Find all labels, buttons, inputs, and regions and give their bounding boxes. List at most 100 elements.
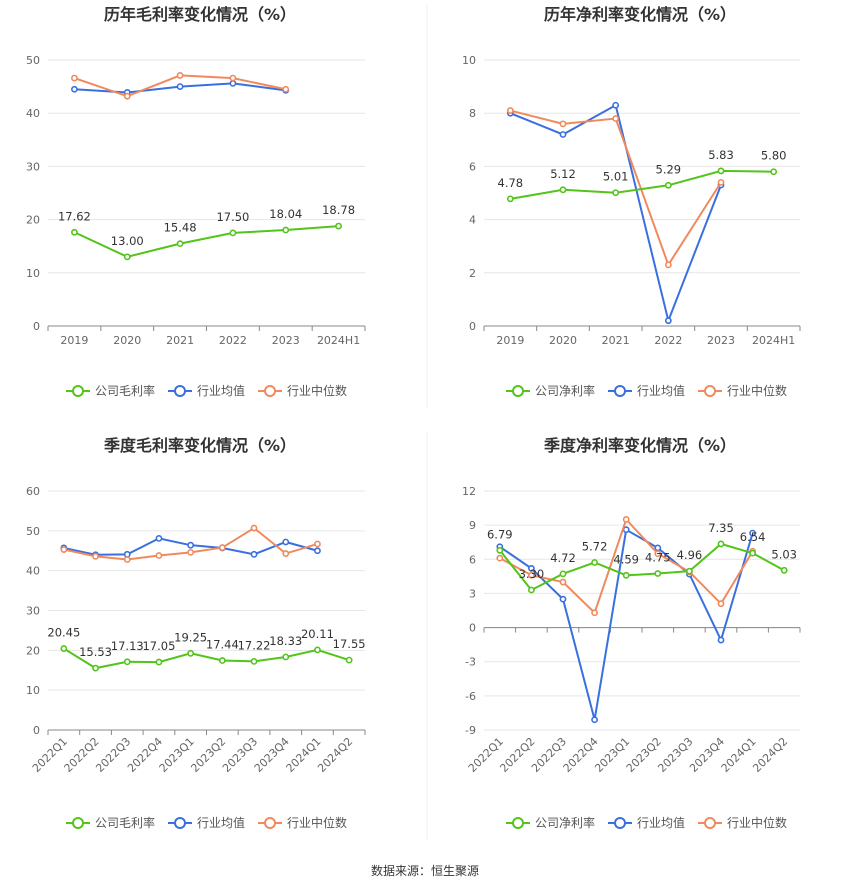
- legend-item-company[interactable]: 公司毛利率: [66, 383, 155, 398]
- data-point-company: [770, 168, 778, 176]
- legend-item-industry_avg[interactable]: 行业均值: [608, 815, 685, 830]
- legend-item-company[interactable]: 公司毛利率: [66, 815, 155, 830]
- series-line-company: [510, 169, 774, 200]
- legend-label: 公司净利率: [535, 383, 595, 398]
- chart-annual_gross: 历年毛利率变化情况（%） 0 10 20 30 40 50 2019 2020 2021 2022 2…: [26, 5, 366, 398]
- data-label: 20.11: [301, 627, 334, 641]
- x-tick-label: 2020: [549, 334, 577, 347]
- y-tick-label: 20: [26, 644, 40, 657]
- data-label: 15.53: [79, 645, 112, 659]
- data-point-industry_avg: [717, 636, 725, 644]
- legend-marker: [512, 817, 524, 829]
- data-point-industry_median: [528, 571, 535, 579]
- y-tick-label: 8: [469, 107, 476, 120]
- data-label: 4.78: [498, 176, 524, 190]
- y-tick-label: 50: [26, 54, 40, 67]
- legend-marker: [174, 385, 186, 397]
- data-point-company: [60, 645, 68, 652]
- data-point-industry_avg: [591, 716, 598, 724]
- data-label: 6.79: [487, 527, 513, 541]
- data-point-company: [622, 571, 630, 579]
- data-point-industry_median: [664, 261, 672, 269]
- data-point-industry_median: [123, 92, 131, 100]
- data-label: 5.29: [656, 162, 682, 176]
- series-line-company: [499, 542, 785, 592]
- legend-marker: [512, 385, 524, 397]
- x-tick-label: 2024Q2: [750, 735, 790, 775]
- legend-item-industry_avg[interactable]: 行业均值: [168, 383, 245, 398]
- source-text: 数据来源：恒生聚源: [371, 863, 479, 878]
- legend-item-industry_median[interactable]: 行业中位数: [258, 383, 347, 398]
- data-point-company: [506, 195, 514, 203]
- data-label: 17.55: [333, 637, 366, 651]
- data-label: 17.44: [206, 638, 239, 652]
- data-point-company: [123, 658, 131, 666]
- chart-title: 历年毛利率变化情况（%）: [104, 5, 296, 24]
- y-tick-label: 6: [469, 160, 476, 173]
- data-label: 5.72: [582, 539, 608, 553]
- legend-label: 行业均值: [197, 815, 245, 830]
- y-tick-label: -6: [465, 690, 476, 703]
- data-label: 17.50: [216, 210, 249, 224]
- data-point-industry_avg: [314, 547, 321, 555]
- legend-label: 行业中位数: [727, 383, 787, 398]
- legend-label: 行业中位数: [287, 383, 347, 398]
- data-label: 17.22: [238, 638, 271, 652]
- data-label: 13.00: [111, 234, 144, 248]
- data-point-industry_median: [250, 524, 258, 532]
- x-tick-label: 2024Q2: [315, 735, 355, 775]
- data-label: 4.96: [677, 548, 703, 562]
- x-tick-label: 2024H1: [317, 334, 360, 347]
- data-point-industry_median: [71, 74, 78, 82]
- y-tick-label: 40: [26, 107, 40, 120]
- legend-item-industry_avg[interactable]: 行业均值: [168, 815, 245, 830]
- data-label: 4.59: [613, 552, 639, 566]
- legend-label: 行业均值: [197, 383, 245, 398]
- data-point-industry_median: [559, 120, 567, 128]
- data-point-industry_median: [559, 578, 567, 586]
- x-tick-label: 2019: [496, 334, 524, 347]
- x-tick-label: 2022: [219, 334, 247, 347]
- data-point-company: [282, 653, 290, 661]
- data-label: 5.83: [708, 148, 734, 162]
- legend-marker: [72, 385, 84, 397]
- legend-label: 行业均值: [637, 815, 685, 830]
- data-point-company: [335, 222, 342, 230]
- legend-item-industry_median[interactable]: 行业中位数: [698, 383, 787, 398]
- y-tick-label: 10: [462, 54, 476, 67]
- y-tick-label: 30: [26, 160, 40, 173]
- y-tick-label: 40: [26, 565, 40, 578]
- data-point-industry_median: [282, 550, 290, 557]
- data-point-industry_median: [717, 178, 725, 186]
- data-point-industry_median: [229, 74, 237, 82]
- chart-title: 季度净利率变化情况（%）: [543, 436, 736, 455]
- y-tick-label: 3: [469, 587, 476, 600]
- data-label: 6.54: [740, 530, 766, 544]
- data-point-industry_avg: [155, 535, 163, 542]
- data-point-industry_median: [155, 552, 163, 559]
- data-point-company: [229, 229, 237, 237]
- legend-label: 公司毛利率: [95, 815, 155, 830]
- series-line-company: [63, 647, 350, 670]
- data-point-industry_median: [92, 552, 99, 560]
- data-point-industry_median: [506, 107, 514, 114]
- chart-annual_net: 历年净利率变化情况（%） 0 2 4 6 8 10 2019 2020 2021 2022 2023 2…: [462, 5, 801, 398]
- data-point-industry_avg: [176, 83, 184, 90]
- data-point-company: [176, 240, 184, 248]
- legend-item-industry_avg[interactable]: 行业均值: [608, 383, 685, 398]
- data-label: 5.12: [550, 167, 576, 181]
- data-point-industry_avg: [187, 541, 195, 549]
- data-point-industry_median: [591, 609, 598, 617]
- legend-item-company[interactable]: 公司净利率: [506, 815, 595, 830]
- legend-item-company[interactable]: 公司净利率: [506, 383, 595, 398]
- legend-item-industry_median[interactable]: 行业中位数: [258, 815, 347, 830]
- data-point-company: [218, 657, 226, 664]
- data-point-company: [123, 253, 131, 261]
- data-label: 17.05: [142, 639, 175, 653]
- legend-label: 公司净利率: [535, 815, 595, 830]
- data-point-industry_avg: [528, 564, 535, 572]
- legend-item-industry_median[interactable]: 行业中位数: [698, 815, 787, 830]
- data-point-industry_avg: [559, 595, 567, 603]
- data-point-company: [664, 181, 672, 189]
- legend-marker: [174, 817, 186, 829]
